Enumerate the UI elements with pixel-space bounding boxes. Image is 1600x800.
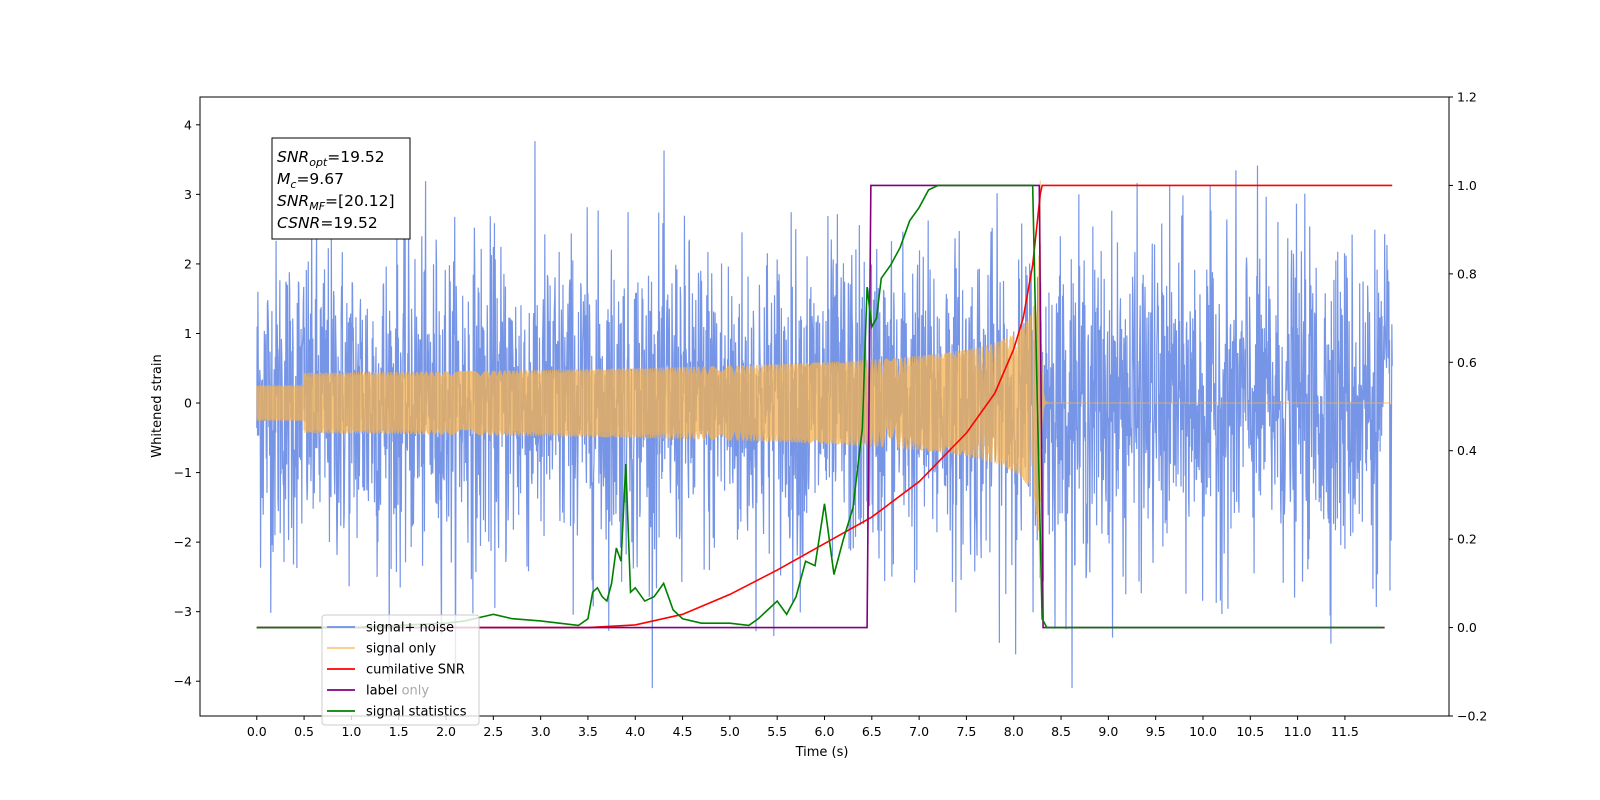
- y-tick-label-right: 1.2: [1457, 90, 1477, 105]
- x-tick-label: 0.0: [247, 724, 267, 739]
- legend-label-hidden: label only: [366, 684, 429, 699]
- annotation-box: SNRopt=19.52Mc=9.67SNRMF=[20.12]CSNR=19.…: [271, 137, 411, 240]
- x-tick-label: 8.0: [1004, 724, 1024, 739]
- x-tick-label: 6.0: [815, 724, 835, 739]
- legend-label: label: [366, 684, 397, 699]
- legend-label: signal only: [366, 642, 436, 657]
- annotation-line: SNRMF=[20.12]: [277, 192, 395, 213]
- series-cumilative-snr: [256, 184, 1393, 629]
- x-tick-label: 4.5: [673, 724, 693, 739]
- legend: label only signal+ noise signal only cumila…: [321, 614, 480, 726]
- x-tick-label: 9.0: [1098, 724, 1118, 739]
- y-ticks-right: 1.2 1.0 0.8 0.6 0.4 0.2 0.0 −0.2: [1449, 90, 1487, 724]
- x-tick-label: 11.5: [1331, 724, 1359, 739]
- y-ticks-left: 4 3 2 1 0 −1 −2 −3 −4: [174, 117, 200, 689]
- x-tick-label: 1.0: [341, 724, 361, 739]
- x-tick-label: 5.0: [720, 724, 740, 739]
- y-tick-label-left: 2: [184, 256, 192, 271]
- y-tick-label-left: 4: [184, 117, 192, 132]
- y-axis-label: Whitened strain: [150, 354, 165, 457]
- x-ticks: 0.0 0.5 1.0 1.5 2.0 2.5 3.0 3.5 4.0 4.5 5.0 5.5 6.0 6…: [247, 716, 1359, 739]
- x-tick-label: 2.0: [436, 724, 456, 739]
- series-signal-only: [256, 180, 1393, 579]
- x-tick-label: 0.5: [294, 724, 314, 739]
- legend-label: cumilative SNR: [366, 663, 465, 678]
- series-signal-statistics: [256, 184, 1383, 629]
- y-tick-label-left: 1: [184, 326, 192, 341]
- annotation-frame: [271, 137, 411, 240]
- x-axis-label: Time (s): [795, 745, 849, 760]
- annotation-line: SNRopt=19.52: [277, 148, 385, 169]
- x-tick-label: 2.5: [483, 724, 503, 739]
- y-tick-label-right: −0.2: [1457, 709, 1487, 724]
- annotation-line: Mc=9.67: [277, 170, 344, 191]
- y-tick-label-right: 0.0: [1457, 620, 1477, 635]
- y-tick-label-right: 0.8: [1457, 266, 1477, 281]
- x-tick-label: 6.5: [862, 724, 882, 739]
- y-tick-label-left: 3: [184, 187, 192, 202]
- y-tick-label-left: 0: [184, 396, 192, 411]
- legend-label: signal+ noise: [366, 621, 454, 636]
- y-tick-label-left: −4: [174, 674, 192, 689]
- y-tick-label-left: −2: [174, 535, 192, 550]
- x-tick-label: 11.0: [1284, 724, 1312, 739]
- y-tick-label-right: 0.2: [1457, 532, 1477, 547]
- x-tick-label: 8.5: [1051, 724, 1071, 739]
- x-tick-label: 7.5: [956, 724, 976, 739]
- y-tick-label-left: −3: [174, 604, 192, 619]
- x-tick-label: 5.5: [767, 724, 787, 739]
- series-layer: [256, 141, 1393, 689]
- x-tick-label: 1.5: [389, 724, 409, 739]
- y-tick-label-right: 0.4: [1457, 443, 1477, 458]
- x-tick-label: 10.5: [1236, 724, 1264, 739]
- x-tick-label: 3.0: [531, 724, 551, 739]
- y-tick-label-left: −1: [174, 465, 192, 480]
- y-tick-label-right: 1.0: [1457, 178, 1477, 193]
- annotation-line: CSNR=19.52: [277, 214, 378, 232]
- x-tick-label: 4.0: [625, 724, 645, 739]
- y-tick-label-right: 0.6: [1457, 355, 1477, 370]
- x-tick-label: 3.5: [578, 724, 598, 739]
- x-tick-label: 9.5: [1146, 724, 1166, 739]
- legend-label: signal statistics: [366, 705, 467, 720]
- x-tick-label: 7.0: [909, 724, 929, 739]
- legend-frame: [321, 614, 480, 726]
- x-tick-label: 10.0: [1189, 724, 1217, 739]
